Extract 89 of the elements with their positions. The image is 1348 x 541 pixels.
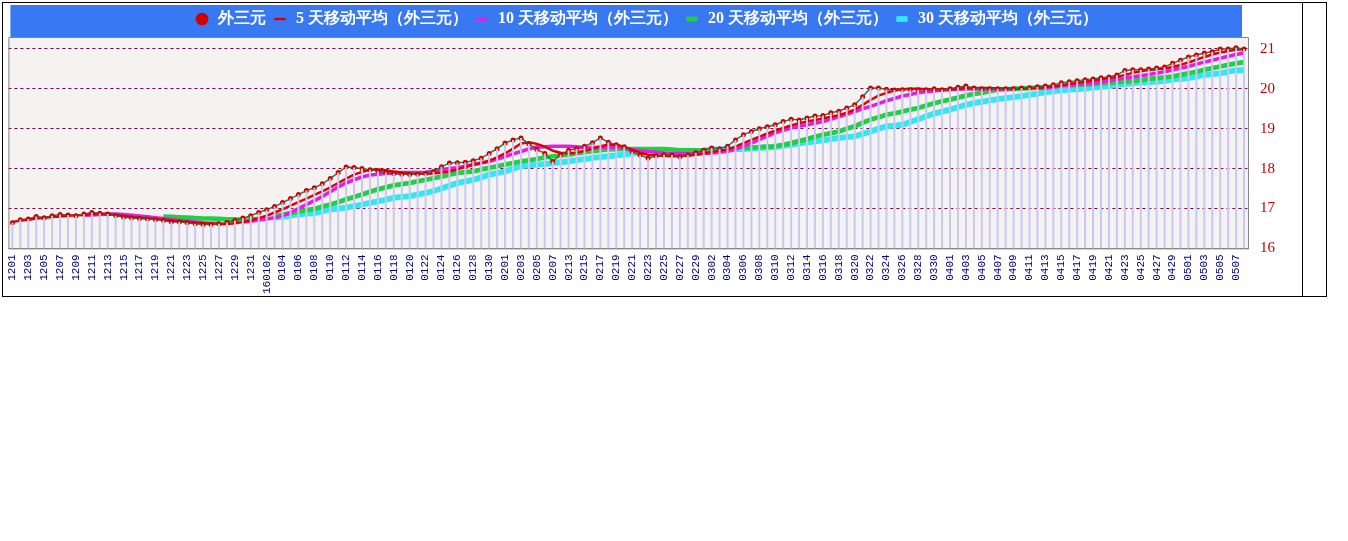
x-tick-label: 0312	[785, 254, 797, 281]
x-tick-label: 0419	[1086, 254, 1099, 281]
x-tick-label: 0122	[419, 254, 432, 281]
y-tick-label: 17	[1260, 199, 1276, 216]
x-tick-label: 0221	[626, 254, 639, 281]
x-tick-label: 0106	[292, 254, 305, 281]
x-tick-label: 0429	[1166, 254, 1179, 281]
x-tick-label: 0407	[991, 254, 1004, 281]
x-tick-label: 0118	[387, 254, 400, 281]
x-tick-label: 0330	[928, 254, 941, 281]
x-tick-label: 0201	[498, 254, 511, 281]
x-tick-label: 160102	[260, 254, 273, 294]
x-tick-label: 1207	[53, 254, 66, 281]
x-tick-label: 1227	[212, 254, 225, 281]
x-tick-label: 0104	[276, 254, 289, 281]
x-tick-label: 0219	[610, 254, 623, 281]
x-tick-label: 0503	[1198, 254, 1211, 281]
x-tick-label: 0405	[975, 254, 988, 281]
x-tick-label: 1219	[149, 254, 162, 281]
x-tick-label: 1201	[6, 254, 19, 281]
x-tick-label: 0308	[753, 254, 766, 281]
x-tick-label: 0229	[689, 254, 702, 281]
x-tick-label: 0203	[514, 254, 527, 281]
x-tick-label: 0318	[832, 254, 845, 281]
x-tick-label: 0322	[864, 254, 877, 281]
x-tick-label: 0415	[1055, 254, 1068, 281]
x-tick-label: 0401	[943, 254, 956, 281]
x-tick-label: 0306	[737, 254, 750, 281]
x-tick-label: 0116	[371, 254, 384, 281]
x-tick-label: 0213	[562, 254, 575, 281]
x-tick-label: 0505	[1214, 254, 1227, 281]
x-tick-label: 0423	[1118, 254, 1131, 281]
y-tick-label: 21	[1260, 39, 1275, 56]
x-tick-label: 1215	[117, 254, 130, 281]
y-tick-label: 20	[1260, 79, 1275, 96]
x-tick-label: 0124	[435, 254, 448, 281]
x-tick-label: 0310	[769, 254, 782, 281]
x-tick-label: 0501	[1182, 254, 1195, 281]
x-tick-label: 0427	[1150, 254, 1163, 281]
x-tick-label: 0207	[546, 254, 559, 281]
legend-label: 10 天移动平均（外三元）	[498, 9, 678, 28]
x-tick-label: 1221	[165, 254, 178, 281]
x-tick-label: 0130	[483, 254, 496, 281]
legend-label: 5 天移动平均（外三元）	[296, 9, 468, 28]
x-tick-label: 0403	[959, 254, 972, 281]
x-tick-label: 1231	[244, 254, 257, 281]
x-tick-label: 1211	[85, 254, 98, 281]
x-tick-label: 1205	[38, 254, 51, 281]
x-tick-label: 0217	[594, 254, 607, 281]
x-tick-label: 0128	[467, 254, 480, 281]
x-tick-label: 0409	[1007, 254, 1020, 281]
x-tick-label: 0223	[641, 254, 654, 281]
x-tick-label: 0114	[355, 254, 368, 281]
x-tick-label: 0120	[403, 254, 416, 281]
y-tick-label: 19	[1260, 119, 1275, 136]
x-tick-label: 0316	[816, 254, 829, 281]
x-tick-label: 0417	[1071, 254, 1084, 281]
x-tick-label: 1203	[22, 254, 35, 281]
x-tick-label: 0110	[324, 254, 337, 281]
x-tick-label: 1223	[181, 254, 194, 281]
x-tick-label: 0225	[657, 254, 670, 281]
x-tick-label: 0108	[308, 254, 321, 281]
x-tick-label: 1213	[101, 254, 114, 281]
x-tick-label: 0425	[1134, 254, 1147, 281]
x-tick-label: 0326	[896, 254, 909, 281]
x-tick-label: 1217	[133, 254, 146, 281]
legend-label: 外三元	[217, 9, 266, 27]
x-tick-label: 1209	[69, 254, 82, 281]
x-tick-label: 0227	[673, 254, 686, 281]
x-tick-label: 0411	[1023, 254, 1036, 281]
y-tick-label: 16	[1260, 239, 1276, 256]
x-tick-label: 0413	[1039, 254, 1052, 281]
x-tick-label: 0320	[848, 254, 861, 281]
legend-label: 20 天移动平均（外三元）	[708, 9, 888, 28]
x-tick-label: 0324	[880, 254, 893, 281]
x-tick-label: 0215	[578, 254, 591, 281]
x-tick-label: 0304	[721, 254, 734, 281]
x-tick-label: 1229	[228, 254, 241, 281]
y-tick-label: 18	[1260, 159, 1275, 176]
x-tick-label: 0314	[800, 254, 813, 281]
x-tick-label: 0421	[1102, 254, 1115, 281]
x-tick-label: 0205	[530, 254, 543, 281]
x-tick-label: 0328	[912, 254, 925, 281]
x-tick-label: 0112	[340, 254, 353, 281]
x-tick-label: 0126	[451, 254, 464, 281]
x-tick-label: 0507	[1229, 254, 1242, 281]
x-tick-label: 0302	[705, 254, 718, 281]
legend-label: 30 天移动平均（外三元）	[918, 9, 1098, 28]
x-tick-label: 1225	[196, 254, 209, 281]
